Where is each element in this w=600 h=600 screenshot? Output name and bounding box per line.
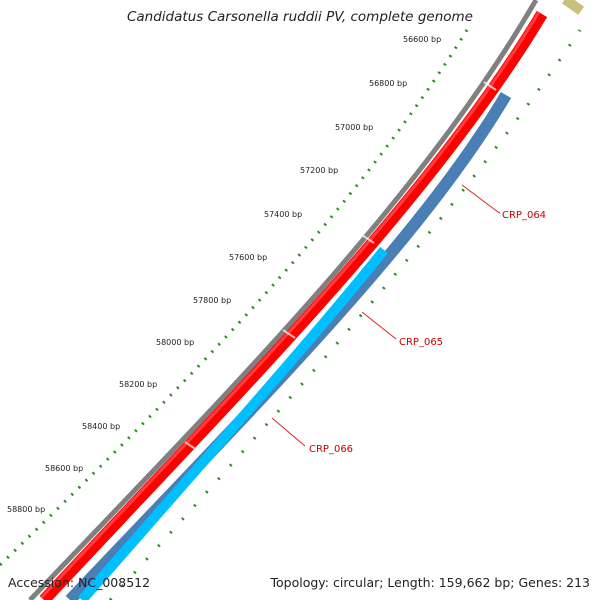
tick-label: 56800 bp — [369, 79, 407, 88]
forward-gene-boundaries — [184, 81, 497, 451]
tick-label: 58200 bp — [119, 380, 157, 389]
accession-label: Accession: NC_008512 — [8, 575, 151, 590]
forward-gene-highlight — [39, 11, 541, 600]
outer-tick-ring — [0, 24, 472, 567]
gene-label-crp066[interactable]: CRP_066 — [309, 444, 353, 455]
tick-label: 57600 bp — [229, 253, 267, 262]
other-feature-block[interactable] — [561, 0, 585, 15]
gene-label-crp065[interactable]: CRP_065 — [399, 337, 443, 348]
tick-label: 58600 bp — [45, 464, 83, 473]
gene-label-crp064[interactable]: CRP_064 — [502, 210, 546, 221]
tick-label: 58000 bp — [156, 338, 194, 347]
genome-summary: Topology: circular; Length: 159,662 bp; … — [270, 575, 591, 590]
tick-label: 58800 bp — [7, 505, 45, 514]
tick-label: 57800 bp — [193, 296, 231, 305]
tick-label: 57400 bp — [264, 210, 302, 219]
genome-backbone — [28, 0, 539, 600]
tick-label: 57200 bp — [300, 166, 338, 175]
tick-label: 57000 bp — [335, 123, 373, 132]
tick-label: 58400 bp — [82, 422, 120, 431]
forward-gene-segment[interactable] — [39, 10, 548, 600]
reverse-gene-segment-crp066[interactable] — [78, 246, 388, 600]
map-title: Candidatus Carsonella ruddii PV, complet… — [126, 9, 473, 25]
tick-label: 56600 bp — [403, 35, 441, 44]
gene-label-leaders — [271, 184, 501, 447]
